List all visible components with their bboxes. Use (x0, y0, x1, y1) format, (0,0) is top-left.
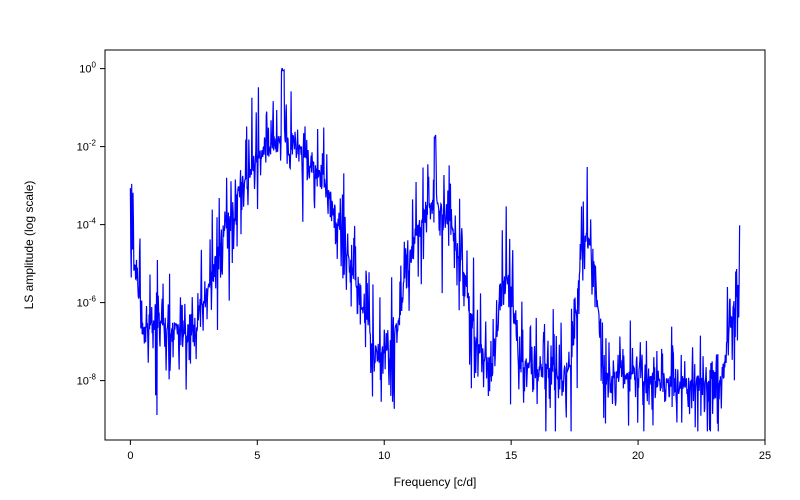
x-tick-label: 5 (254, 450, 260, 462)
x-tick-label: 20 (632, 450, 644, 462)
y-axis-label: LS amplitude (log scale) (22, 181, 36, 310)
x-tick-label: 25 (759, 450, 771, 462)
x-tick-label: 10 (378, 450, 390, 462)
chart-svg: 051015202510-810-610-410-2100Frequency [… (0, 0, 800, 500)
periodogram-chart: 051015202510-810-610-410-2100Frequency [… (0, 0, 800, 500)
x-tick-label: 0 (127, 450, 133, 462)
x-tick-label: 15 (505, 450, 517, 462)
x-axis-label: Frequency [c/d] (394, 475, 477, 489)
